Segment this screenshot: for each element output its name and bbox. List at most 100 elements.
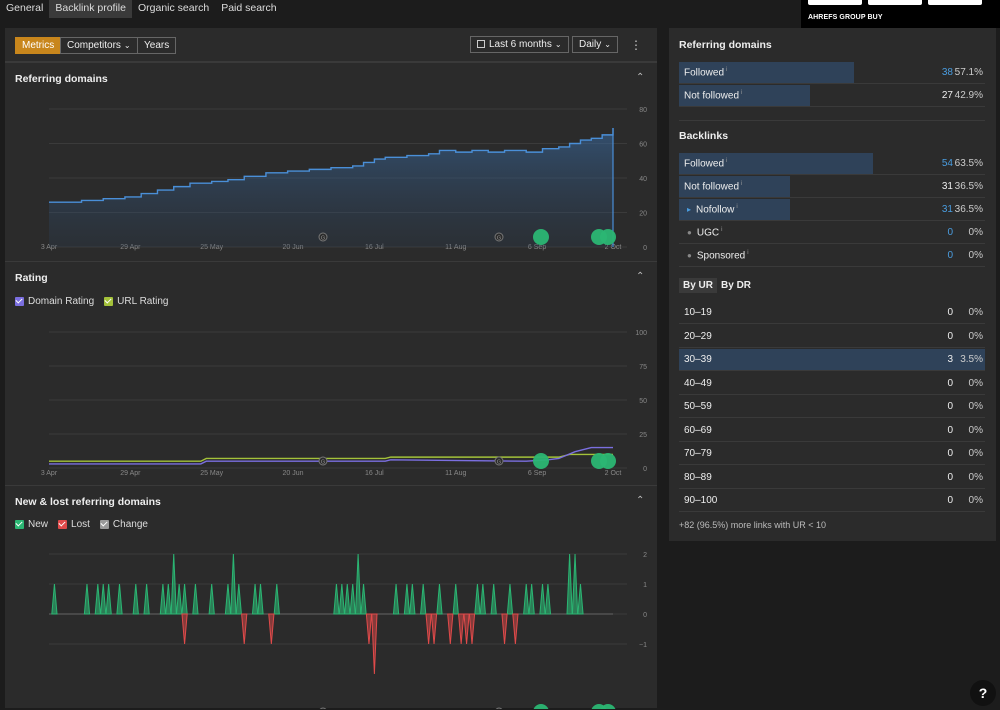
new-spike bbox=[94, 583, 101, 615]
bullet-icon: ● bbox=[687, 228, 692, 238]
rating-legend: Domain Rating URL Rating bbox=[15, 296, 168, 307]
x-tick-label: 25 May bbox=[200, 470, 223, 477]
row-label: 40–49 bbox=[684, 377, 712, 389]
x-tick-label: 29 Apr bbox=[120, 244, 141, 251]
y-tick-label: 25 bbox=[639, 432, 647, 439]
row-count-link[interactable]: 54 bbox=[941, 158, 953, 169]
x-tick-label: 29 Apr bbox=[120, 470, 141, 477]
row-percent: 0% bbox=[968, 330, 983, 342]
new-spike bbox=[344, 583, 351, 615]
promo-button-2[interactable] bbox=[868, 0, 922, 5]
divider bbox=[679, 120, 985, 121]
new-spike bbox=[165, 583, 172, 615]
row-count-link[interactable]: 38 bbox=[941, 67, 953, 78]
legend-label: New bbox=[28, 519, 49, 530]
row-label: ▸ Nofollow i bbox=[687, 204, 738, 216]
collapse-icon[interactable]: ⌃ bbox=[636, 495, 645, 506]
bl-followed-row: Followed i 54 63.5% bbox=[679, 153, 985, 175]
metrics-button[interactable]: Metrics bbox=[15, 37, 62, 54]
row-percent: 36.5% bbox=[954, 204, 983, 215]
legend-change[interactable]: Change bbox=[99, 519, 148, 530]
tab-paid-search[interactable]: Paid search bbox=[221, 2, 277, 14]
x-tick-label: 20 Jun bbox=[283, 470, 304, 477]
row-count: 0 bbox=[947, 471, 953, 483]
event-marker-icon bbox=[494, 232, 504, 242]
more-options-icon[interactable]: ⋮ bbox=[630, 38, 642, 52]
row-count-link[interactable]: 0 bbox=[947, 250, 953, 261]
lost-spike bbox=[512, 613, 519, 645]
row-count: 0 bbox=[947, 495, 953, 506]
annotation-marker-icon bbox=[600, 229, 616, 245]
legend-url-rating[interactable]: URL Rating bbox=[104, 296, 168, 307]
row-count-link[interactable]: 0 bbox=[947, 227, 953, 238]
row-label: ● Sponsored i bbox=[687, 250, 749, 262]
legend-domain-rating[interactable]: Domain Rating bbox=[15, 296, 94, 307]
tab-organic-search[interactable]: Organic search bbox=[137, 2, 210, 14]
row-percent: 36.5% bbox=[954, 181, 983, 192]
x-tick-label: 25 May bbox=[200, 244, 223, 251]
charts-panel: Metrics Competitors ⌄ Years Last 6 months… bbox=[5, 28, 657, 709]
legend-lost[interactable]: Lost bbox=[58, 519, 90, 530]
row-percent: 0% bbox=[968, 401, 983, 412]
new-spike bbox=[176, 583, 183, 615]
collapse-icon[interactable]: ⌃ bbox=[636, 271, 645, 282]
chevron-down-icon: ⌄ bbox=[123, 41, 131, 50]
new-spike bbox=[51, 583, 58, 615]
rd-followed-row: Followed i 38 57.1% bbox=[679, 62, 985, 84]
checkbox-icon bbox=[15, 520, 24, 529]
y-tick-label: 40 bbox=[639, 176, 647, 183]
row-percent: 63.5% bbox=[954, 158, 983, 169]
y-tick-label: 0 bbox=[643, 612, 647, 619]
period-select[interactable]: Last 6 months ⌄ bbox=[470, 36, 569, 53]
top-nav: General Backlink profile Organic search … bbox=[0, 0, 283, 18]
new-spike bbox=[333, 583, 340, 615]
info-icon: i bbox=[726, 158, 728, 164]
chevron-down-icon: ⌄ bbox=[554, 40, 562, 49]
competitors-button[interactable]: Competitors ⌄ bbox=[60, 37, 138, 54]
tab-by-ur[interactable]: By UR bbox=[679, 278, 718, 293]
info-icon: i bbox=[736, 204, 738, 210]
row-percent: 0% bbox=[968, 227, 983, 238]
y-tick-label: 1 bbox=[643, 582, 647, 589]
promo-button-1[interactable] bbox=[808, 0, 862, 5]
distribution-panel: Referring domains Followed i 38 57.1% Not… bbox=[669, 28, 996, 541]
row-count-link[interactable]: 31 bbox=[941, 204, 953, 215]
new-spike bbox=[257, 583, 264, 615]
tab-general[interactable]: General bbox=[6, 2, 44, 14]
share-bar bbox=[679, 85, 810, 106]
tab-backlink-profile[interactable]: Backlink profile bbox=[49, 0, 132, 18]
row-count: 0 bbox=[947, 424, 953, 436]
new-spike bbox=[566, 553, 573, 615]
event-marker-label: G bbox=[497, 460, 501, 466]
promo-text: AHREFS GROUP BUY bbox=[808, 14, 883, 21]
new-spike bbox=[360, 583, 367, 615]
bullet-icon: ▸ bbox=[687, 205, 692, 215]
ur-row: 50–59 0 0% bbox=[679, 396, 985, 418]
lost-spike bbox=[425, 613, 432, 645]
x-tick-label: 16 Jul bbox=[365, 244, 384, 251]
collapse-icon[interactable]: ⌃ bbox=[636, 72, 645, 83]
lost-spike bbox=[501, 613, 508, 645]
annotation-marker-icon bbox=[600, 704, 616, 709]
new-spike bbox=[105, 583, 112, 615]
help-button[interactable]: ? bbox=[970, 680, 996, 706]
event-marker-label: G bbox=[321, 460, 325, 466]
y-tick-label: 80 bbox=[639, 107, 647, 114]
new-spike bbox=[571, 553, 579, 615]
row-percent: 0% bbox=[968, 307, 983, 318]
years-button[interactable]: Years bbox=[137, 37, 177, 54]
new-spike bbox=[116, 583, 123, 615]
granularity-select[interactable]: Daily ⌄ bbox=[572, 36, 618, 53]
bl-not-followed-row: Not followed i 31 36.5% bbox=[679, 176, 985, 198]
x-tick-label: 11 Aug bbox=[445, 244, 466, 251]
x-tick-label: 3 Apr bbox=[41, 470, 58, 477]
x-tick-label: 11 Aug bbox=[445, 470, 466, 477]
new-spike bbox=[354, 553, 362, 615]
legend-label: Lost bbox=[71, 519, 90, 530]
promo-button-3[interactable] bbox=[928, 0, 982, 5]
x-tick-label: 6 Sep bbox=[528, 244, 546, 251]
tab-by-dr[interactable]: By DR bbox=[721, 280, 752, 291]
legend-new[interactable]: New bbox=[15, 519, 48, 530]
new-spike bbox=[479, 583, 486, 615]
event-marker-icon bbox=[319, 707, 327, 709]
